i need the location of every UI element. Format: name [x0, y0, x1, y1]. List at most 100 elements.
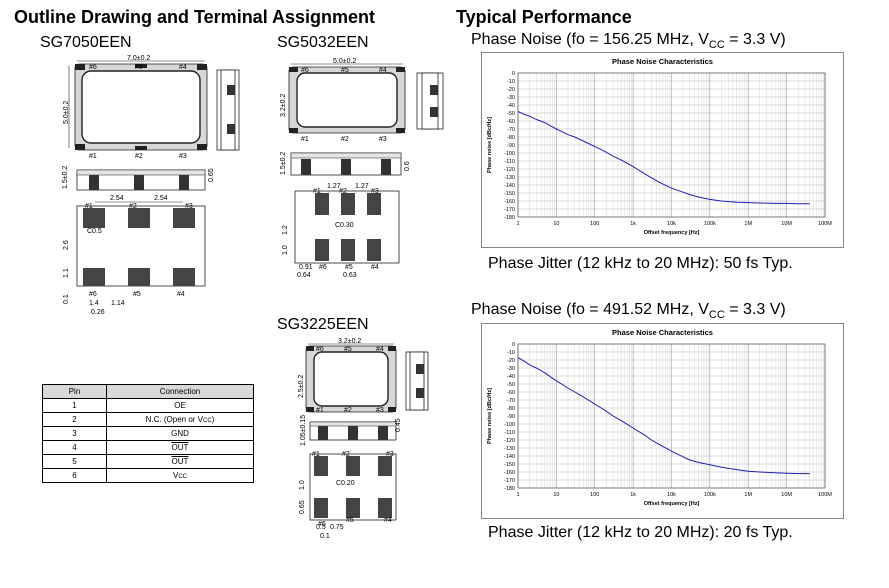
- dim-5032-1-0: 1.0: [282, 245, 289, 255]
- pin-label-7050-top-6: #6: [89, 64, 97, 71]
- dim-3225-0-5: 0.5: [316, 524, 326, 531]
- chart1-jitter-note: Phase Jitter (12 kHz to 20 MHz): 50 fs T…: [488, 255, 793, 272]
- y-tick-label: -130: [504, 446, 515, 452]
- pin-number-cell: 1: [42, 398, 107, 413]
- chart-title: Phase Noise Characteristics: [612, 57, 713, 66]
- y-tick-label: 0: [512, 71, 515, 77]
- outline-drawing-3225: 3.2±0.2 #6 #5 #4 #1 #2 #3 2.5±0.2 1.05±0…: [298, 338, 429, 540]
- y-tick-label: -30: [507, 95, 515, 101]
- phase-noise-chart-2: Phase Noise Characteristics 0 -10 -20 -30 -40…: [481, 323, 844, 519]
- pin-connection-text: V: [172, 471, 179, 480]
- x-tick-label: 100M: [818, 492, 832, 498]
- dim-3225-side-pad: 0.45: [395, 418, 402, 432]
- dim-3225-height: 2.5±0.2: [298, 375, 305, 398]
- y-tick-label: -50: [507, 382, 515, 388]
- x-tick-label: 10: [553, 492, 559, 498]
- dim-5032-0-64: 0.64: [297, 272, 311, 279]
- y-tick-label: -80: [507, 135, 515, 141]
- chart1-caption-pre: Phase Noise (fo = 156.25 MHz, V: [471, 31, 709, 48]
- pin-table-row: 1 OE: [42, 398, 254, 413]
- y-tick-label: -40: [507, 103, 515, 109]
- pin-connection-text: GND: [171, 429, 189, 438]
- y-tick-label: -150: [504, 462, 515, 468]
- pin-connection-cell: OUT: [106, 454, 254, 469]
- pin-label-3225-top-6: #6: [316, 346, 324, 353]
- pin-connection-text: OUT: [171, 457, 189, 466]
- chart-frame: [481, 52, 844, 248]
- pin-label-5032-top-4: #4: [379, 67, 387, 74]
- y-tick-label: -70: [507, 398, 515, 404]
- chart-grid: [517, 72, 826, 218]
- chart2-jitter-note: Phase Jitter (12 kHz to 20 MHz): 20 fs T…: [488, 524, 793, 541]
- dim-7050-2-6: 2.6: [63, 240, 70, 250]
- chart-title: Phase Noise Characteristics: [612, 328, 713, 337]
- y-tick-label: -70: [507, 127, 515, 133]
- pin-table-row: 4 OUT: [42, 440, 254, 455]
- pin-label-5032-fp-2: #2: [339, 188, 347, 195]
- y-tick-label: -30: [507, 366, 515, 372]
- y-tick-label: -20: [507, 87, 515, 93]
- outline-heading: Outline Drawing and Terminal Assignment: [14, 7, 376, 27]
- y-tick-label: -130: [504, 175, 515, 181]
- pin-label-3225-fp-5: #5: [346, 517, 354, 524]
- pin-label-7050-top-2: #2: [135, 153, 143, 160]
- dim-5032-side-pad: 0.6: [404, 161, 411, 171]
- dim-3225-side-height: 1.05±0.15: [300, 415, 307, 446]
- y-axis-label: Phase noise [dBc/Hz]: [487, 388, 493, 444]
- y-tick-label: -160: [504, 199, 515, 205]
- y-axis-label: Phase noise [dBc/Hz]: [487, 117, 493, 173]
- dim-7050-width: 7.0±0.2: [127, 55, 150, 62]
- phase-noise-series-line: [517, 357, 810, 475]
- dim-5032-pitch2: 1.27: [355, 183, 369, 190]
- pin-number-cell: 6: [42, 468, 107, 483]
- pin-connection-cell: OE: [106, 398, 254, 413]
- y-tick-label: -110: [504, 430, 515, 436]
- x-tick-label: 100M: [818, 221, 832, 227]
- chart2-caption-pre: Phase Noise (fo = 491.52 MHz, V: [471, 301, 709, 318]
- y-tick-label: -140: [504, 454, 515, 460]
- dim-3225-width: 3.2±0.2: [338, 338, 361, 345]
- pin-table-row: 6 VCC: [42, 468, 254, 483]
- dim-3225-0-1: 0.1: [320, 533, 330, 540]
- y-tick-label: -100: [504, 151, 515, 157]
- y-tick-label: -90: [507, 414, 515, 420]
- pin-table-header-connection: Connection: [106, 384, 254, 399]
- dim-7050-1-4: 1.4: [89, 300, 99, 307]
- pin-number-cell: 5: [42, 454, 107, 469]
- x-tick-label: 10k: [667, 492, 676, 498]
- dim-7050-pitch2: 2.54: [154, 195, 168, 202]
- pin-label-5032-fp-6: #6: [319, 264, 327, 271]
- plot-area-border: [517, 343, 826, 489]
- pin-label-5032-fp-1: #1: [313, 188, 321, 195]
- pin-label-5032-top-2: #2: [341, 136, 349, 143]
- x-tick-label: 1: [516, 492, 519, 498]
- pin-label-7050-top-5: #5: [135, 64, 143, 71]
- pin-label-3225-top-3: #3: [376, 407, 384, 414]
- x-tick-label: 100: [590, 492, 599, 498]
- y-tick-label: -60: [507, 390, 515, 396]
- pin-number-cell: 3: [42, 426, 107, 441]
- chart1-caption: Phase Noise (fo = 156.25 MHz, VCC = 3.3 …: [471, 31, 786, 51]
- pin-connection-cell: VCC: [106, 468, 254, 483]
- dim-7050-side-height: 1.5±0.2: [62, 166, 69, 189]
- chart2-caption-post: = 3.3 V): [724, 301, 786, 318]
- dim-5032-side-height: 1.5±0.2: [280, 152, 287, 175]
- dim-7050-1-1: 1.1: [63, 268, 70, 278]
- dim-3225-1-0: 1.0: [299, 480, 306, 490]
- pin-connection-cell: GND: [106, 426, 254, 441]
- y-tick-label: -50: [507, 111, 515, 117]
- pin-connection-text: OE: [174, 401, 186, 410]
- pin-label-3225-top-2: #2: [344, 407, 352, 414]
- y-tick-label: 0: [512, 342, 515, 348]
- dim-7050-height: 5.0±0.2: [63, 101, 70, 124]
- x-axis-label: Offset frequency [Hz]: [644, 501, 700, 507]
- x-tick-label: 10M: [781, 221, 792, 227]
- pin-connection-cell: OUT: [106, 440, 254, 455]
- package-name-7050: SG7050EEN: [40, 34, 132, 51]
- dim-5032-height: 3.2±0.2: [280, 94, 287, 117]
- pin-label-5032-top-5: #5: [341, 67, 349, 74]
- package-name-3225: SG3225EEN: [277, 316, 369, 333]
- pin-connection-text: OUT: [171, 443, 189, 452]
- chart-frame: [481, 323, 844, 519]
- dim-5032-width: 5.0±0.2: [333, 58, 356, 65]
